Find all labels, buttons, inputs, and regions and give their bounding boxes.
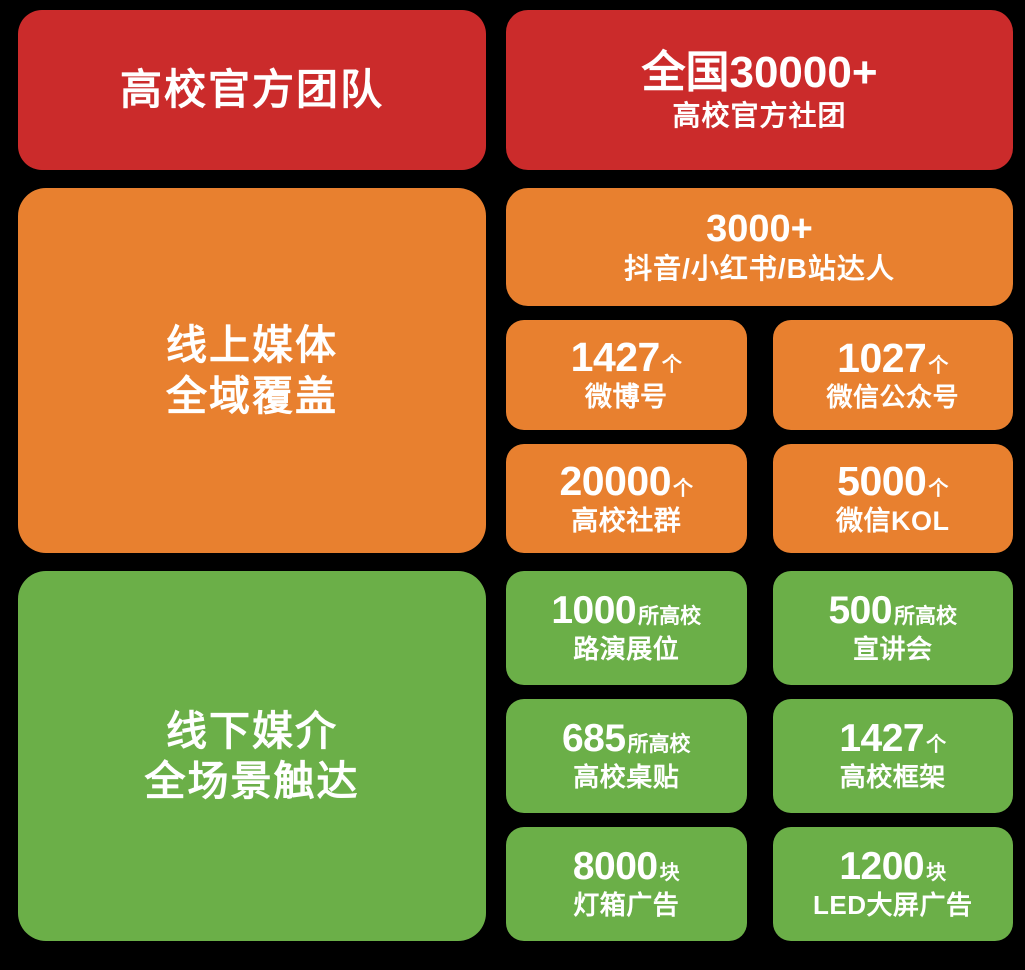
stat-row: 1000 所高校 路演展位 500 所高校 宣讲会	[506, 571, 1013, 685]
stat-number: 1427	[839, 717, 925, 761]
stat-number: 5000	[837, 457, 927, 504]
stat-unit: 所高校	[638, 605, 702, 629]
section-online-media: 线上媒体 全域覆盖 3000+ 抖音/小红书/B站达人 1427 个	[18, 188, 1013, 553]
banner-label: 高校官方社团	[672, 99, 847, 131]
stat-number: 500	[828, 589, 893, 633]
stat-number: 685	[561, 717, 626, 761]
stat-unit: 个	[661, 354, 682, 377]
stat-unit: 个	[926, 734, 947, 757]
stat-unit: 所高校	[894, 605, 958, 629]
online-media-stat-grid: 1427 个 微博号 1027 个 微信公众号	[506, 320, 1013, 553]
banner-value-prefix: 全国	[641, 47, 730, 97]
banner-card-national-clubs: 全国30000+ 高校官方社团	[506, 10, 1013, 170]
stat-number: 1000	[551, 589, 637, 633]
stat-row: 8000 块 灯箱广告 1200 块 LED大屏广告	[506, 827, 1013, 941]
stat-label: 高校桌贴	[573, 762, 680, 793]
section-title-line-2: 全场景触达	[144, 758, 360, 804]
stat-card-wechat-official-accounts: 1027 个 微信公众号	[772, 320, 1013, 430]
stat-row: 20000 个 高校社群 5000 个 微信KOL	[506, 443, 1013, 553]
stat-label: 高校框架	[839, 762, 946, 793]
section-title-card-offline-media: 线下媒介 全场景触达	[18, 571, 486, 941]
stat-value: 500 所高校	[828, 589, 958, 633]
stat-label: 灯箱广告	[573, 890, 680, 921]
stat-row: 685 所高校 高校桌贴 1427 个 高校框架	[506, 699, 1013, 813]
stat-value: 1000 所高校	[551, 589, 702, 633]
stat-card-roadshow-booths: 1000 所高校 路演展位	[506, 571, 747, 685]
stat-value: 20000 个	[559, 457, 693, 504]
stat-label: 路演展位	[573, 634, 680, 665]
stat-label: 高校社群	[571, 505, 682, 536]
stat-label: 宣讲会	[852, 634, 933, 665]
stat-value: 5000 个	[837, 457, 949, 504]
banner-card-kol-influencers: 3000+ 抖音/小红书/B站达人	[506, 188, 1013, 306]
stat-card-info-sessions: 500 所高校 宣讲会	[772, 571, 1013, 685]
offline-media-right-column: 1000 所高校 路演展位 500 所高校 宣讲会	[506, 571, 1013, 941]
section-title-line-1: 线下媒介	[166, 707, 338, 754]
stat-unit: 个	[928, 477, 949, 500]
stat-card-weibo-accounts: 1427 个 微博号	[506, 320, 747, 430]
section-title-card-online-media: 线上媒体 全域覆盖	[18, 188, 486, 553]
stat-card-led-screen-ads: 1200 块 LED大屏广告	[772, 827, 1013, 941]
stat-card-desk-stickers: 685 所高校 高校桌贴	[506, 699, 747, 813]
online-media-right-column: 3000+ 抖音/小红书/B站达人 1427 个 微博号 10	[506, 188, 1013, 553]
stat-number: 1027	[837, 334, 927, 381]
stat-unit: 所高校	[627, 733, 691, 757]
stat-value: 1427 个	[839, 717, 947, 761]
stat-card-campus-groups: 20000 个 高校社群	[506, 443, 747, 553]
stat-label: 微博号	[585, 382, 668, 413]
section-title-line-2: 全域覆盖	[166, 372, 338, 419]
stat-value: 1200 块	[839, 845, 947, 889]
stat-number: 1427	[570, 334, 661, 381]
section-title-card-official-team: 高校官方团队	[18, 10, 486, 170]
stat-card-campus-frames: 1427 个 高校框架	[772, 699, 1013, 813]
banner-value-number: 3000+	[706, 207, 813, 250]
section-title-line-1: 高校官方团队	[119, 66, 384, 114]
banner-value-row: 3000+	[706, 208, 813, 251]
offline-media-stat-grid: 1000 所高校 路演展位 500 所高校 宣讲会	[506, 571, 1013, 941]
stat-row: 1427 个 微博号 1027 个 微信公众号	[506, 320, 1013, 430]
stat-unit: 块	[659, 862, 680, 885]
section-official-team: 高校官方团队 全国30000+ 高校官方社团	[18, 10, 1013, 170]
stat-card-wechat-kol: 5000 个 微信KOL	[772, 443, 1013, 553]
section-title-text: 线下媒介 全场景触达	[145, 706, 360, 806]
stat-number: 1200	[839, 845, 925, 889]
official-team-right-column: 全国30000+ 高校官方社团	[506, 10, 1013, 170]
section-title-text: 线上媒体 全域覆盖	[166, 320, 338, 420]
banner-value-number: 30000+	[729, 47, 878, 97]
stat-unit: 个	[928, 354, 949, 377]
stat-unit: 个	[673, 477, 693, 500]
section-offline-media: 线下媒介 全场景触达 1000 所高校 路演展位 500	[18, 571, 1013, 941]
banner-label: 抖音/小红书/B站达人	[624, 253, 895, 285]
stat-label: LED大屏广告	[812, 890, 973, 921]
section-title-line-1: 线上媒体	[166, 322, 338, 369]
stat-value: 1027 个	[837, 334, 949, 381]
stat-card-lightbox-ads: 8000 块 灯箱广告	[506, 827, 747, 941]
banner-value-row: 全国30000+	[641, 48, 877, 97]
stat-label: 微信公众号	[826, 381, 959, 412]
stat-value: 1427 个	[571, 336, 682, 379]
stat-value: 8000 块	[572, 845, 680, 889]
stat-label: 微信KOL	[836, 505, 950, 536]
stat-unit: 块	[926, 862, 947, 885]
stat-value: 685 所高校	[561, 717, 691, 761]
stat-number: 8000	[572, 845, 658, 889]
stat-number: 20000	[559, 457, 671, 504]
